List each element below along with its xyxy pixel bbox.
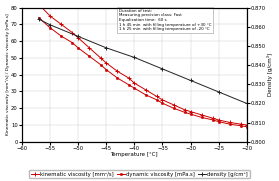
- kinematic viscosity [mm²/s]: [48, 15, 52, 17]
- dynamic viscosity [mPa.s]: [76, 47, 80, 49]
- kinematic viscosity [mm²/s]: [172, 104, 175, 106]
- kinematic viscosity [mm²/s]: [183, 109, 187, 111]
- Line: density [g/cm³]: density [g/cm³]: [37, 17, 249, 105]
- dynamic viscosity [mPa.s]: [183, 111, 187, 113]
- kinematic viscosity [mm²/s]: [239, 123, 243, 125]
- density [g/cm³]: [189, 79, 192, 81]
- density [g/cm³]: [48, 24, 52, 26]
- kinematic viscosity [mm²/s]: [217, 119, 220, 121]
- dynamic viscosity [mPa.s]: [99, 64, 102, 66]
- Legend: kinematic viscosity [mm²/s], dynamic viscosity [mPa.s], density [g/cm³]: kinematic viscosity [mm²/s], dynamic vis…: [29, 170, 250, 178]
- dynamic viscosity [mPa.s]: [48, 27, 52, 29]
- dynamic viscosity [mPa.s]: [217, 121, 220, 123]
- dynamic viscosity [mPa.s]: [189, 113, 192, 115]
- kinematic viscosity [mm²/s]: [200, 114, 203, 116]
- dynamic viscosity [mPa.s]: [172, 107, 175, 109]
- dynamic viscosity [mPa.s]: [116, 77, 119, 79]
- kinematic viscosity [mm²/s]: [155, 95, 158, 98]
- kinematic viscosity [mm²/s]: [99, 57, 102, 59]
- density [g/cm³]: [217, 91, 220, 93]
- dynamic viscosity [mPa.s]: [133, 87, 136, 89]
- kinematic viscosity [mm²/s]: [127, 77, 130, 79]
- X-axis label: Temperature [°C]: Temperature [°C]: [110, 152, 158, 157]
- kinematic viscosity [mm²/s]: [133, 82, 136, 84]
- Text: Duration of test:
Measuring precision class: Fast
Equalization time:  60 s
1 h 4: Duration of test: Measuring precision cl…: [119, 9, 211, 31]
- density [g/cm³]: [37, 18, 40, 20]
- kinematic viscosity [mm²/s]: [211, 117, 215, 119]
- dynamic viscosity [mPa.s]: [59, 35, 63, 37]
- dynamic viscosity [mPa.s]: [105, 69, 108, 71]
- dynamic viscosity [mPa.s]: [228, 123, 232, 125]
- kinematic viscosity [mm²/s]: [228, 121, 232, 124]
- kinematic viscosity [mm²/s]: [144, 89, 147, 91]
- dynamic viscosity [mPa.s]: [155, 99, 158, 101]
- kinematic viscosity [mm²/s]: [245, 124, 248, 126]
- density [g/cm³]: [161, 68, 164, 70]
- density [g/cm³]: [76, 35, 80, 37]
- kinematic viscosity [mm²/s]: [161, 99, 164, 101]
- Y-axis label: Density [g/cm³]: Density [g/cm³]: [268, 53, 273, 96]
- dynamic viscosity [mPa.s]: [37, 16, 40, 19]
- kinematic viscosity [mm²/s]: [59, 23, 63, 25]
- dynamic viscosity [mPa.s]: [239, 125, 243, 127]
- dynamic viscosity [mPa.s]: [245, 126, 248, 128]
- kinematic viscosity [mm²/s]: [71, 32, 74, 34]
- Y-axis label: Kinematic viscosity [mm²/s] / Dynamic viscosity [mPa.s]: Kinematic viscosity [mm²/s] / Dynamic vi…: [6, 14, 9, 136]
- kinematic viscosity [mm²/s]: [189, 110, 192, 113]
- kinematic viscosity [mm²/s]: [116, 70, 119, 72]
- density [g/cm³]: [105, 47, 108, 49]
- dynamic viscosity [mPa.s]: [144, 94, 147, 96]
- kinematic viscosity [mm²/s]: [37, 3, 40, 5]
- Line: kinematic viscosity [mm²/s]: kinematic viscosity [mm²/s]: [37, 3, 249, 127]
- dynamic viscosity [mPa.s]: [161, 102, 164, 104]
- kinematic viscosity [mm²/s]: [76, 37, 80, 39]
- density [g/cm³]: [133, 56, 136, 58]
- dynamic viscosity [mPa.s]: [200, 116, 203, 119]
- dynamic viscosity [mPa.s]: [211, 119, 215, 121]
- density [g/cm³]: [245, 102, 248, 104]
- Line: dynamic viscosity [mPa.s]: dynamic viscosity [mPa.s]: [37, 16, 248, 128]
- kinematic viscosity [mm²/s]: [105, 62, 108, 64]
- dynamic viscosity [mPa.s]: [71, 42, 74, 44]
- dynamic viscosity [mPa.s]: [88, 55, 91, 57]
- dynamic viscosity [mPa.s]: [127, 84, 130, 86]
- kinematic viscosity [mm²/s]: [88, 47, 91, 49]
